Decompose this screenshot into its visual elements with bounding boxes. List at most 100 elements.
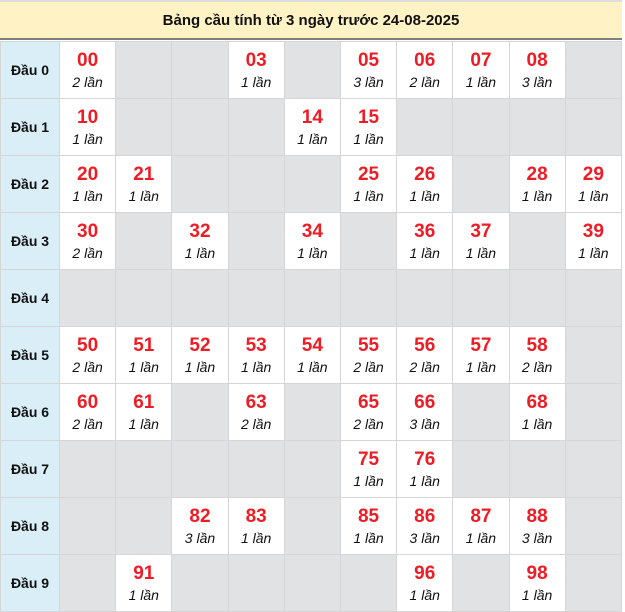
number: 25 [357,164,380,185]
empty-cell [227,554,285,612]
count: 1 lần [409,188,440,204]
empty-cell [564,269,623,327]
count: 1 lần [353,473,384,489]
empty-cell [508,212,566,270]
table-row: Đầu 2 20 1 lần 21 1 lần 25 1 lần 26 1 lần 28 1 lần… [0,155,623,213]
count: 1 lần [521,188,553,204]
number-cell: 55 2 lần [339,326,398,384]
empty-cell [452,269,510,327]
empty-cell [58,554,117,612]
number: 29 [582,164,604,185]
count: 1 lần [184,359,216,375]
number-cell: 15 1 lần [339,98,398,156]
number-cell: 32 1 lần [171,212,229,270]
count: 1 lần [353,131,384,147]
empty-cell [283,155,341,213]
number: 98 [526,563,548,584]
empty-cell [115,269,173,327]
table-row: Đầu 6 60 2 lần 61 1 lần 63 2 lần 65 2 lần 66 3 lần… [0,383,623,441]
count: 3 lần [521,530,553,546]
empty-cell [396,269,454,327]
empty-cell [283,269,341,327]
number: 10 [77,107,99,128]
empty-cell [58,440,117,498]
count: 1 lần [240,530,272,546]
row-header: Đầu 3 [0,212,60,270]
row-header: Đầu 1 [0,98,60,156]
number: 14 [301,107,323,128]
number: 68 [526,392,548,413]
number-cell: 54 1 lần [283,326,341,384]
empty-cell [115,41,173,99]
number-cell: 91 1 lần [115,554,173,612]
number: 87 [470,506,492,527]
count: 3 lần [409,530,440,546]
number: 60 [77,392,99,413]
empty-cell [171,98,229,156]
number: 26 [414,164,436,185]
count: 1 lần [128,359,159,375]
number: 83 [245,506,267,527]
row-header: Đầu 8 [0,497,60,555]
table-row: Đầu 8 82 3 lần 83 1 lần 85 1 lần 86 3 lần 87 1 lần… [0,497,623,555]
number-cell: 25 1 lần [339,155,398,213]
number-cell: 39 1 lần [564,212,623,270]
number-cell: 26 1 lần [396,155,454,213]
number-cell: 07 1 lần [452,41,510,99]
number: 32 [189,221,211,242]
count: 2 lần [409,359,440,375]
empty-cell [171,269,229,327]
count: 1 lần [184,245,216,261]
number-cell: 50 2 lần [58,326,117,384]
count: 2 lần [72,359,103,375]
table-row: Đầu 9 91 1 lần 96 1 lần 98 1 lần [0,554,623,612]
number: 03 [245,50,267,71]
number: 65 [357,392,380,413]
number: 88 [526,506,548,527]
count: 1 lần [72,131,103,147]
number-cell: 56 2 lần [396,326,454,384]
empty-cell [115,440,173,498]
count: 3 lần [184,530,216,546]
empty-cell [452,440,510,498]
number: 56 [414,335,436,356]
number: 07 [470,50,492,71]
table-row: Đầu 3 30 2 lần 32 1 lần 34 1 lần 36 1 lần 37 1 lần… [0,212,623,270]
empty-cell [452,383,510,441]
number-cell: 10 1 lần [58,98,117,156]
count: 1 lần [409,473,440,489]
number-cell: 53 1 lần [227,326,285,384]
number: 05 [357,50,380,71]
number-cell: 34 1 lần [283,212,341,270]
number: 52 [189,335,211,356]
empty-cell [564,98,623,156]
number-cell: 28 1 lần [508,155,566,213]
empty-cell [564,497,623,555]
number-cell: 82 3 lần [171,497,229,555]
count: 1 lần [409,245,440,261]
empty-cell [564,41,623,99]
number: 00 [77,50,99,71]
empty-cell [452,554,510,612]
number: 15 [357,107,380,128]
number: 57 [470,335,492,356]
number: 30 [77,221,99,242]
empty-cell [564,440,623,498]
number-cell: 86 3 lần [396,497,454,555]
number-cell: 98 1 lần [508,554,566,612]
count: 1 lần [578,245,609,261]
number-cell: 85 1 lần [339,497,398,555]
number: 51 [133,335,155,356]
count: 1 lần [353,530,384,546]
number: 91 [133,563,155,584]
empty-cell [283,440,341,498]
count: 1 lần [72,188,103,204]
number-cell: 37 1 lần [452,212,510,270]
count: 1 lần [521,416,553,432]
count: 1 lần [128,188,159,204]
number-cell: 88 3 lần [508,497,566,555]
number-cell: 65 2 lần [339,383,398,441]
count: 1 lần [128,416,159,432]
table-row: Đầu 4 [0,269,623,327]
empty-cell [508,440,566,498]
